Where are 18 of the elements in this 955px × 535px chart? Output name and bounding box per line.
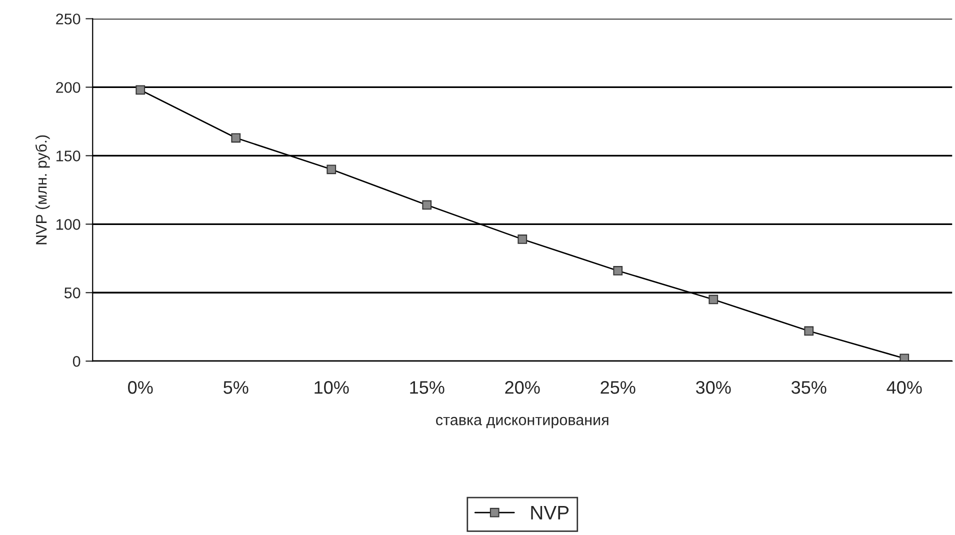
y-tick-label: 0 [72, 356, 80, 367]
y-tick-label: 100 [56, 219, 80, 230]
x-tick-label: 10% [314, 381, 349, 394]
y-tick-label: 150 [56, 150, 80, 162]
x-axis-title: ставка дисконтирования [436, 416, 608, 428]
x-tick-label: 35% [792, 381, 826, 394]
x-tick-label: 15% [410, 381, 444, 394]
x-tick-label: 5% [224, 381, 248, 394]
y-tick-label: 50 [64, 288, 80, 298]
x-tick-label: 30% [696, 381, 731, 394]
x-tick-label: 0% [128, 381, 153, 394]
y-axis-title: NVP (млн. руб.) [35, 135, 50, 244]
x-tick-label: 25% [600, 381, 636, 394]
x-tick-label: 20% [505, 381, 540, 394]
y-tick-label: 200 [56, 82, 80, 93]
x-tick-label: 40% [886, 381, 922, 394]
y-tick-label: 250 [56, 14, 80, 24]
legend-label: NVP [531, 506, 569, 520]
